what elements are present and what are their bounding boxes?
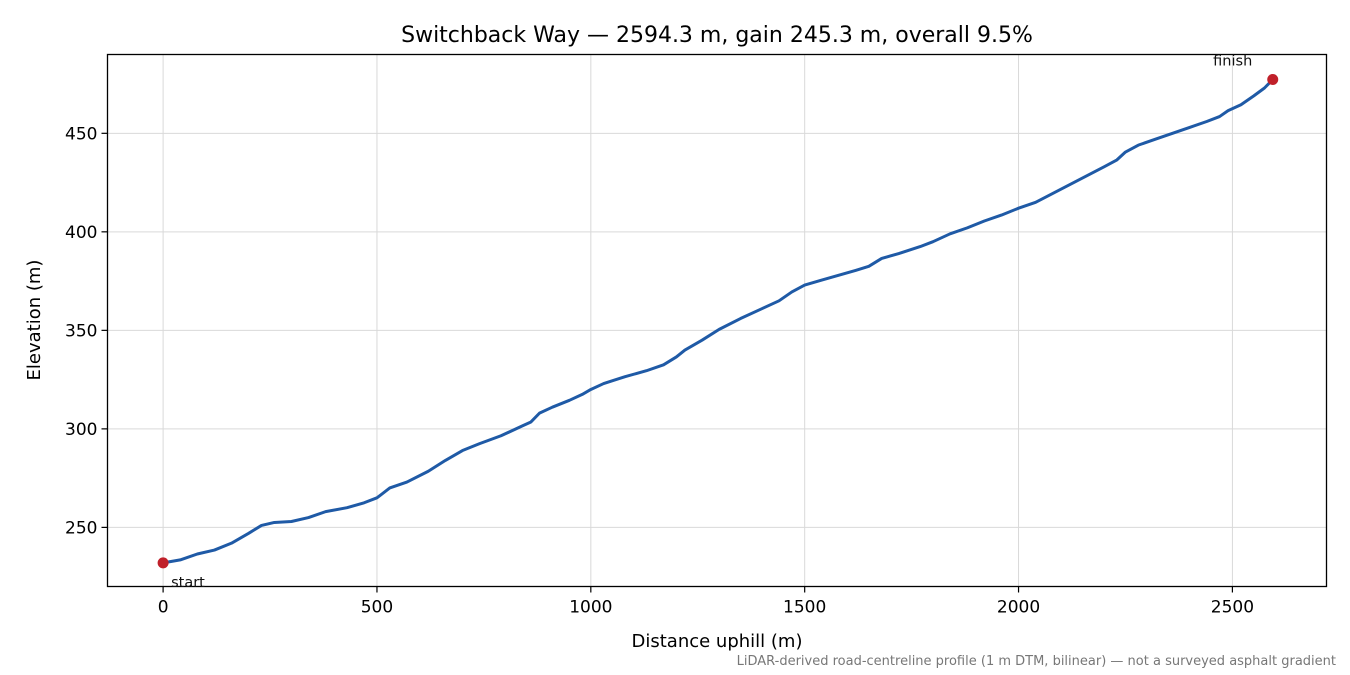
x-tick-label: 1500 xyxy=(783,598,826,618)
chart-title: Switchback Way — 2594.3 m, gain 245.3 m,… xyxy=(401,23,1033,48)
finish-marker xyxy=(1267,74,1279,86)
start-marker xyxy=(157,557,169,569)
y-tick-label: 450 xyxy=(65,124,97,144)
y-tick-label: 250 xyxy=(65,518,97,538)
x-tick-label: 1000 xyxy=(569,598,612,618)
y-tick-label: 350 xyxy=(65,321,97,341)
x-tick-label: 2500 xyxy=(1211,598,1254,618)
y-axis-title: Elevation (m) xyxy=(24,260,45,381)
y-tick-label: 400 xyxy=(65,223,97,243)
y-tick-label: 300 xyxy=(65,420,97,440)
x-axis: 0 500 1000 1500 2000 2500 xyxy=(158,586,1254,618)
footnote: LiDAR-derived road-centreline profile (1… xyxy=(737,654,1336,669)
plot-frame xyxy=(106,53,1328,588)
x-tick-label: 0 xyxy=(158,598,169,618)
x-tick-label: 2000 xyxy=(997,598,1040,618)
start-label: start xyxy=(171,575,205,591)
elevation-line xyxy=(161,78,1275,565)
x-tick-label: 500 xyxy=(361,598,393,618)
finish-label: finish xyxy=(1213,54,1252,70)
y-axis: 250 300 350 400 450 xyxy=(65,124,108,538)
x-axis-title: Distance uphill (m) xyxy=(632,631,803,652)
grid xyxy=(107,54,1327,587)
